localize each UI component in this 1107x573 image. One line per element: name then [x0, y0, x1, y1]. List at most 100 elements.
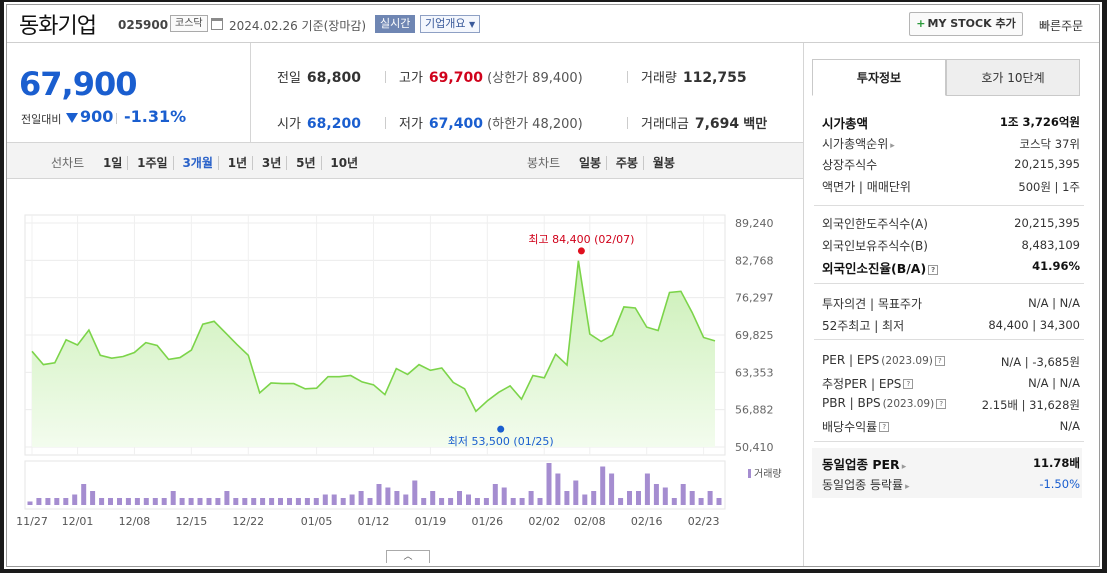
volume-bar [304, 498, 310, 505]
max-marker [577, 247, 585, 255]
volume-bar [474, 498, 480, 505]
volume-bar [600, 466, 606, 505]
min-marker [497, 425, 505, 433]
quick-order-link[interactable]: 빠른주문 [1039, 19, 1084, 33]
info-row: 배당수익률? N/A [822, 418, 1080, 439]
info-row: 액면가 | 매매단위 500원 | 1주 [822, 178, 1080, 199]
tab-daily[interactable]: 일봉 [573, 156, 608, 170]
down-triangle-icon [66, 113, 78, 123]
tab-monthly[interactable]: 월봉 [652, 156, 675, 170]
tab-weekly[interactable]: 주봉 [610, 156, 644, 170]
tab-10y[interactable]: 10년 [330, 156, 359, 170]
volume-bar [90, 491, 96, 505]
info-value: -1.50% [1039, 476, 1080, 491]
chevron-up-icon: ︿ [403, 552, 413, 562]
volume-bar [385, 487, 391, 505]
current-price: 67,900 [19, 65, 137, 103]
info-label: 액면가 | 매매단위 [822, 179, 911, 194]
help-icon[interactable]: ? [928, 264, 939, 275]
volume-bar [269, 498, 275, 505]
info-label: PER | EPS (2023.09)? [822, 353, 945, 367]
info-sublabel: (2023.09) [881, 355, 933, 367]
volume-bar [707, 491, 713, 505]
volume-bar [644, 473, 650, 505]
tab-1w[interactable]: 1주일 [132, 156, 174, 170]
x-tick-label: 02/08 [574, 515, 606, 528]
help-icon[interactable]: ? [903, 379, 914, 389]
volume-bar [152, 498, 158, 505]
volume-bar [698, 498, 704, 505]
chevron-right-icon[interactable]: ▸ [901, 462, 907, 472]
info-value: 8,483,109 [1021, 237, 1080, 252]
volume-bar [206, 498, 212, 505]
info-row: 외국인보유주식수(B) 8,483,109 [822, 237, 1080, 258]
info-row: 투자의견 | 목표주가 N/A | N/A [822, 295, 1080, 316]
tab-order-book[interactable]: 호가 10단계 [946, 59, 1080, 96]
help-icon[interactable]: ? [936, 398, 947, 409]
info-row: 외국인한도주식수(A) 20,215,395 [822, 215, 1080, 236]
volume-bar [54, 498, 60, 505]
tab-investment-info[interactable]: 투자정보 [812, 59, 946, 96]
volume-bar [564, 491, 570, 505]
info-label: PBR | BPS (2023.09)? [822, 396, 947, 410]
info-row: 시가총액 1조 3,726억원 [822, 113, 1080, 134]
divider [385, 71, 386, 83]
change-amount: 900 [80, 107, 114, 126]
tab-1d[interactable]: 1일 [97, 156, 129, 170]
company-name: 동화기업 [19, 14, 97, 39]
volume-bar [510, 498, 516, 505]
collapse-chart-toggle[interactable]: ︿ [386, 550, 430, 563]
realtime-button[interactable]: 실시간 [375, 15, 416, 33]
tab-5y[interactable]: 5년 [291, 156, 322, 170]
info-label: 외국인소진율(B/A)? [822, 258, 939, 277]
divider [814, 339, 1084, 340]
volume-bar [215, 498, 221, 505]
volume-bar [224, 491, 230, 505]
volume-bar [457, 491, 462, 505]
volume-bar [627, 491, 632, 505]
price-chart: 89,240 82,768 76,297 69,825 63,353 56,882 50,4… [7, 179, 803, 555]
y-tick-label: 82,768 [735, 254, 774, 267]
plus-icon: + [916, 17, 926, 30]
tab-1y[interactable]: 1년 [222, 156, 254, 170]
volume-bar [143, 498, 149, 505]
info-label: 외국인한도주식수(A) [822, 217, 928, 231]
market-badge: 코스닥 [170, 15, 208, 32]
company-overview-dropdown[interactable]: 기업개요 ▼ [420, 15, 481, 33]
info-label: 외국인보유주식수(B) [822, 238, 928, 253]
volume-legend-swatch [748, 469, 751, 478]
divider [814, 441, 1084, 442]
tab-3m[interactable]: 3개월 [177, 156, 219, 170]
divider [814, 283, 1084, 284]
add-my-stock-button[interactable]: + MY STOCK 추가 [909, 12, 1023, 36]
info-label: 시가총액순위 ▸ [822, 136, 895, 151]
info-sublabel: (2023.09) [882, 398, 935, 410]
divider [385, 117, 386, 129]
volume-bar [287, 498, 292, 505]
y-tick-label: 89,240 [735, 217, 774, 230]
x-tick-label: 02/23 [688, 515, 720, 528]
chart-tabs: 선차트 1일 1주일 3개월 1년 3년 5년 10년 봉차트 일봉 주봉 월봉 [7, 143, 803, 179]
info-label: 동일업종 PER ▸ [822, 457, 907, 472]
info-row: 52주최고 | 최저 84,400 | 34,300 [822, 317, 1080, 338]
tab-3y[interactable]: 3년 [256, 156, 288, 170]
info-value: N/A | N/A [1028, 296, 1080, 310]
volume-bar [483, 498, 489, 505]
chevron-right-icon[interactable]: ▸ [905, 481, 910, 492]
volume-bar [81, 484, 87, 505]
info-value: N/A | -3,685원 [1000, 355, 1080, 369]
volume-bar [394, 491, 400, 505]
info-value: 코스닥 37위 [1019, 136, 1080, 151]
volume-panel [24, 460, 726, 510]
low-price: 저가 67,400 (하한가 48,200) [399, 116, 583, 132]
chevron-right-icon[interactable]: ▸ [890, 140, 895, 151]
info-row: 외국인소진율(B/A)? 41.96% [822, 258, 1080, 279]
volume-bar [618, 498, 624, 505]
info-value: 11.78배 [1033, 456, 1080, 470]
x-tick-label: 01/26 [471, 515, 503, 528]
volume-bar [197, 498, 203, 505]
help-icon[interactable]: ? [934, 355, 945, 366]
line-chart-tabs: 선차트 1일 1주일 3개월 1년 3년 5년 10년 [51, 154, 363, 171]
help-icon[interactable]: ? [879, 422, 890, 432]
info-value: 2.15배 | 31,628원 [981, 398, 1080, 412]
